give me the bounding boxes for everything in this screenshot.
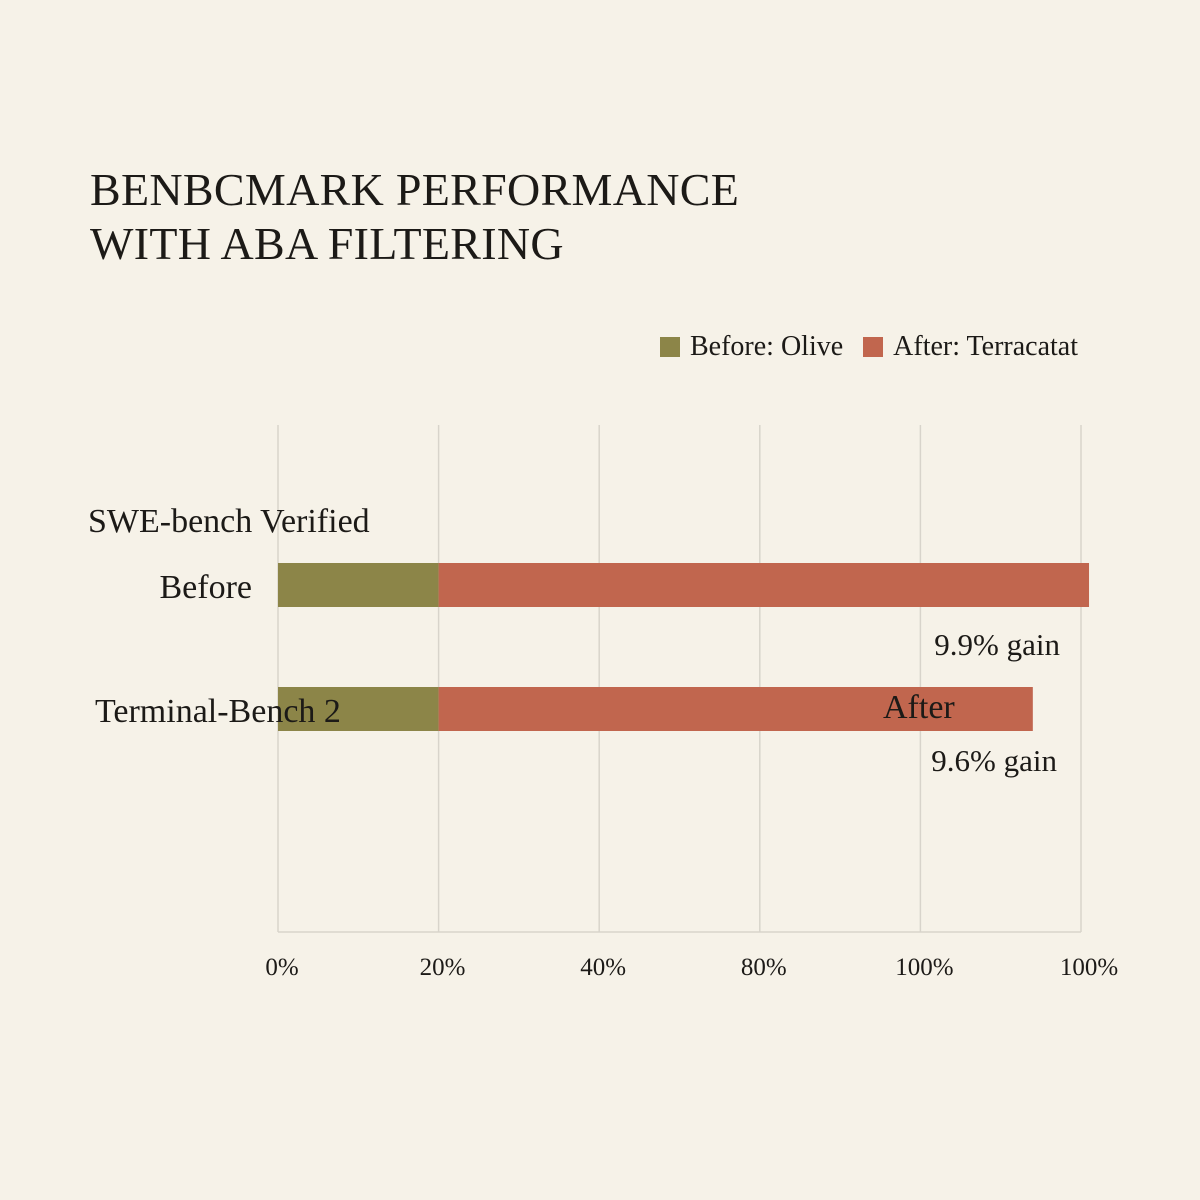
category-label-swe-bench: SWE-bench Verified (88, 503, 370, 540)
x-tick-label-3: 80% (741, 954, 787, 981)
chart-title-line-2: WITH ABA FILTERING (90, 218, 564, 269)
x-tick-label-4: 100% (895, 954, 953, 981)
bar-before-terminal-bench (278, 687, 439, 731)
x-tick-label-0: 0% (265, 954, 298, 981)
legend-label-after: After: Terracatat (893, 331, 1079, 362)
chart-labels: SWE-bench Verified Before 9.9% gain Afte… (88, 503, 1060, 778)
x-axis-ticks: 0% 20% 40% 80% 100% 100% (265, 954, 1118, 981)
bar-after-swe-bench (438, 563, 1090, 607)
chart-legend: Before: Olive After: Terracatat (660, 330, 1078, 364)
row-label-before: Before (159, 569, 252, 606)
annotation-gain-terminal: 9.6% gain (931, 743, 1057, 778)
legend-item-after: After: Terracatat (863, 331, 1078, 363)
row-label-after: After (883, 689, 955, 726)
x-tick-label-5: 100% (1060, 954, 1118, 981)
chart-title: BENBCMARK PERFORMANCE WITH ABA FILTERING (90, 163, 739, 271)
x-tick-label-2: 40% (580, 954, 626, 981)
category-label-terminal-bench: Terminal-Bench 2 (95, 693, 341, 730)
legend-label-before: Before: Olive (690, 331, 844, 362)
gridlines (277, 425, 1082, 933)
chart-title-line-1: BENBCMARK PERFORMANCE (90, 164, 740, 215)
bars (278, 563, 1090, 731)
annotation-gain-swe: 9.9% gain (934, 627, 1060, 662)
legend-swatch-after (863, 337, 884, 357)
x-tick-label-1: 20% (420, 954, 466, 981)
bar-before-swe-bench (278, 563, 439, 607)
legend-swatch-before (660, 337, 680, 357)
legend-item-before: Before: Olive (660, 331, 843, 363)
bar-after-terminal-bench (438, 687, 1033, 731)
